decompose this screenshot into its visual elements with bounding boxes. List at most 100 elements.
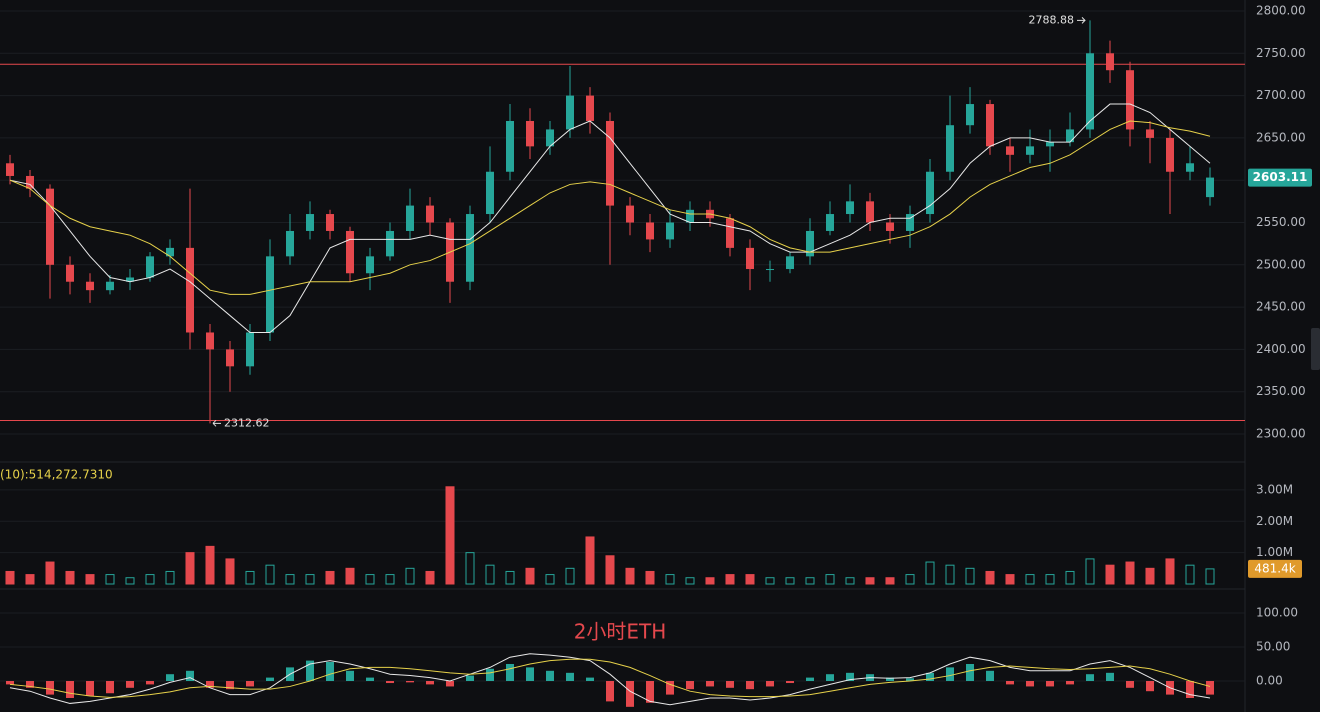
macd-bar <box>1206 680 1214 695</box>
current-price-label: 2603.11 <box>1253 170 1308 184</box>
macd-bar <box>426 680 434 685</box>
volume-bar <box>965 567 975 585</box>
macd-bar <box>26 680 34 688</box>
candle-body <box>146 256 154 278</box>
macd-bar <box>1106 672 1114 681</box>
candle-body <box>506 120 514 172</box>
volume-bar <box>585 536 595 585</box>
candle-body <box>306 214 314 231</box>
volume-bar <box>605 555 615 585</box>
volume-bar <box>385 574 395 585</box>
macd-bar <box>706 680 714 687</box>
volume-bar <box>825 574 835 585</box>
y-tick-label: 2750.00 <box>1256 46 1306 60</box>
macd-dea-line <box>9 658 1211 698</box>
low-arrow <box>212 419 221 427</box>
macd-bar <box>66 680 74 698</box>
volume-bar <box>985 570 995 585</box>
volume-bar <box>925 561 935 585</box>
volume-bar <box>85 574 95 585</box>
candle-body <box>346 230 354 274</box>
volume-bar <box>265 564 275 585</box>
volume-bar <box>485 564 495 585</box>
high-arrow <box>1077 17 1086 24</box>
candle-body <box>786 256 794 270</box>
candle-body <box>1026 146 1034 155</box>
macd-bar <box>906 678 914 681</box>
macd-bar <box>1046 680 1054 687</box>
candle-body <box>726 218 734 248</box>
macd-bar <box>306 660 314 681</box>
volume-bar <box>685 577 695 585</box>
volume-bar <box>1025 574 1035 585</box>
volume-bar <box>145 574 155 585</box>
candle-body <box>166 247 174 257</box>
high-annotation: 2788.88 <box>1029 13 1075 26</box>
macd-bar <box>1086 674 1094 681</box>
volume-bar <box>745 574 755 585</box>
macd-bar <box>386 680 394 684</box>
macd-bar <box>526 667 534 681</box>
macd-bar <box>566 672 574 681</box>
volume-bar <box>705 577 715 585</box>
macd-bar <box>646 680 654 703</box>
candle-body <box>466 214 474 282</box>
candle-body <box>566 95 574 130</box>
candle-body <box>686 209 694 223</box>
candle-body <box>966 104 974 126</box>
volume-bar <box>425 570 435 585</box>
macd-bar <box>1066 680 1074 685</box>
y-tick-label: 2650.00 <box>1256 130 1306 144</box>
y-tick-label: 50.00 <box>1256 640 1290 654</box>
volume-bar <box>465 552 475 585</box>
volume-bar <box>165 570 175 585</box>
volume-bar <box>65 570 75 585</box>
volume-bar <box>865 577 875 585</box>
volume-bar <box>625 567 635 585</box>
low-annotation: 2312.62 <box>224 416 270 429</box>
volume-bar <box>445 486 455 585</box>
candle-body <box>1006 146 1014 155</box>
macd-bar <box>1006 680 1014 685</box>
y-tick-label: 1.00M <box>1256 545 1293 559</box>
volume-bar <box>765 577 775 585</box>
macd-bar <box>466 675 474 681</box>
candle-body <box>906 214 914 231</box>
y-tick-label: 2400.00 <box>1256 342 1306 356</box>
volume-bar <box>225 558 235 585</box>
candle-body <box>1106 53 1114 71</box>
volume-bar <box>405 567 415 585</box>
volume-bar <box>725 574 735 585</box>
candle-body <box>66 264 74 282</box>
volume-bar <box>645 570 655 585</box>
macd-bar <box>726 680 734 688</box>
candle-body <box>226 349 234 367</box>
volume-bar <box>845 577 855 585</box>
macd-bar <box>486 668 494 681</box>
volume-bar <box>1045 574 1055 585</box>
side-handle[interactable] <box>1311 328 1320 370</box>
candle-body <box>46 188 54 265</box>
candle-body <box>6 163 14 176</box>
macd-bar <box>966 664 974 681</box>
volume-bar <box>785 577 795 585</box>
candle-body <box>486 171 494 215</box>
volume-bar <box>1125 561 1135 585</box>
volume-bar <box>25 574 35 585</box>
candle-body <box>326 214 334 231</box>
candle-body <box>886 222 894 231</box>
y-tick-label: 2500.00 <box>1256 257 1306 271</box>
macd-bar <box>6 680 14 685</box>
macd-bar <box>46 680 54 695</box>
volume-bar <box>945 564 955 585</box>
candle-body <box>986 104 994 147</box>
macd-bar <box>206 680 214 688</box>
candle-body <box>1206 177 1214 198</box>
macd-bar <box>686 680 694 690</box>
candle-body <box>126 277 134 282</box>
candle-body <box>826 214 834 231</box>
volume-bar <box>525 567 535 585</box>
candle-body <box>646 222 654 240</box>
candle-body <box>26 175 34 189</box>
